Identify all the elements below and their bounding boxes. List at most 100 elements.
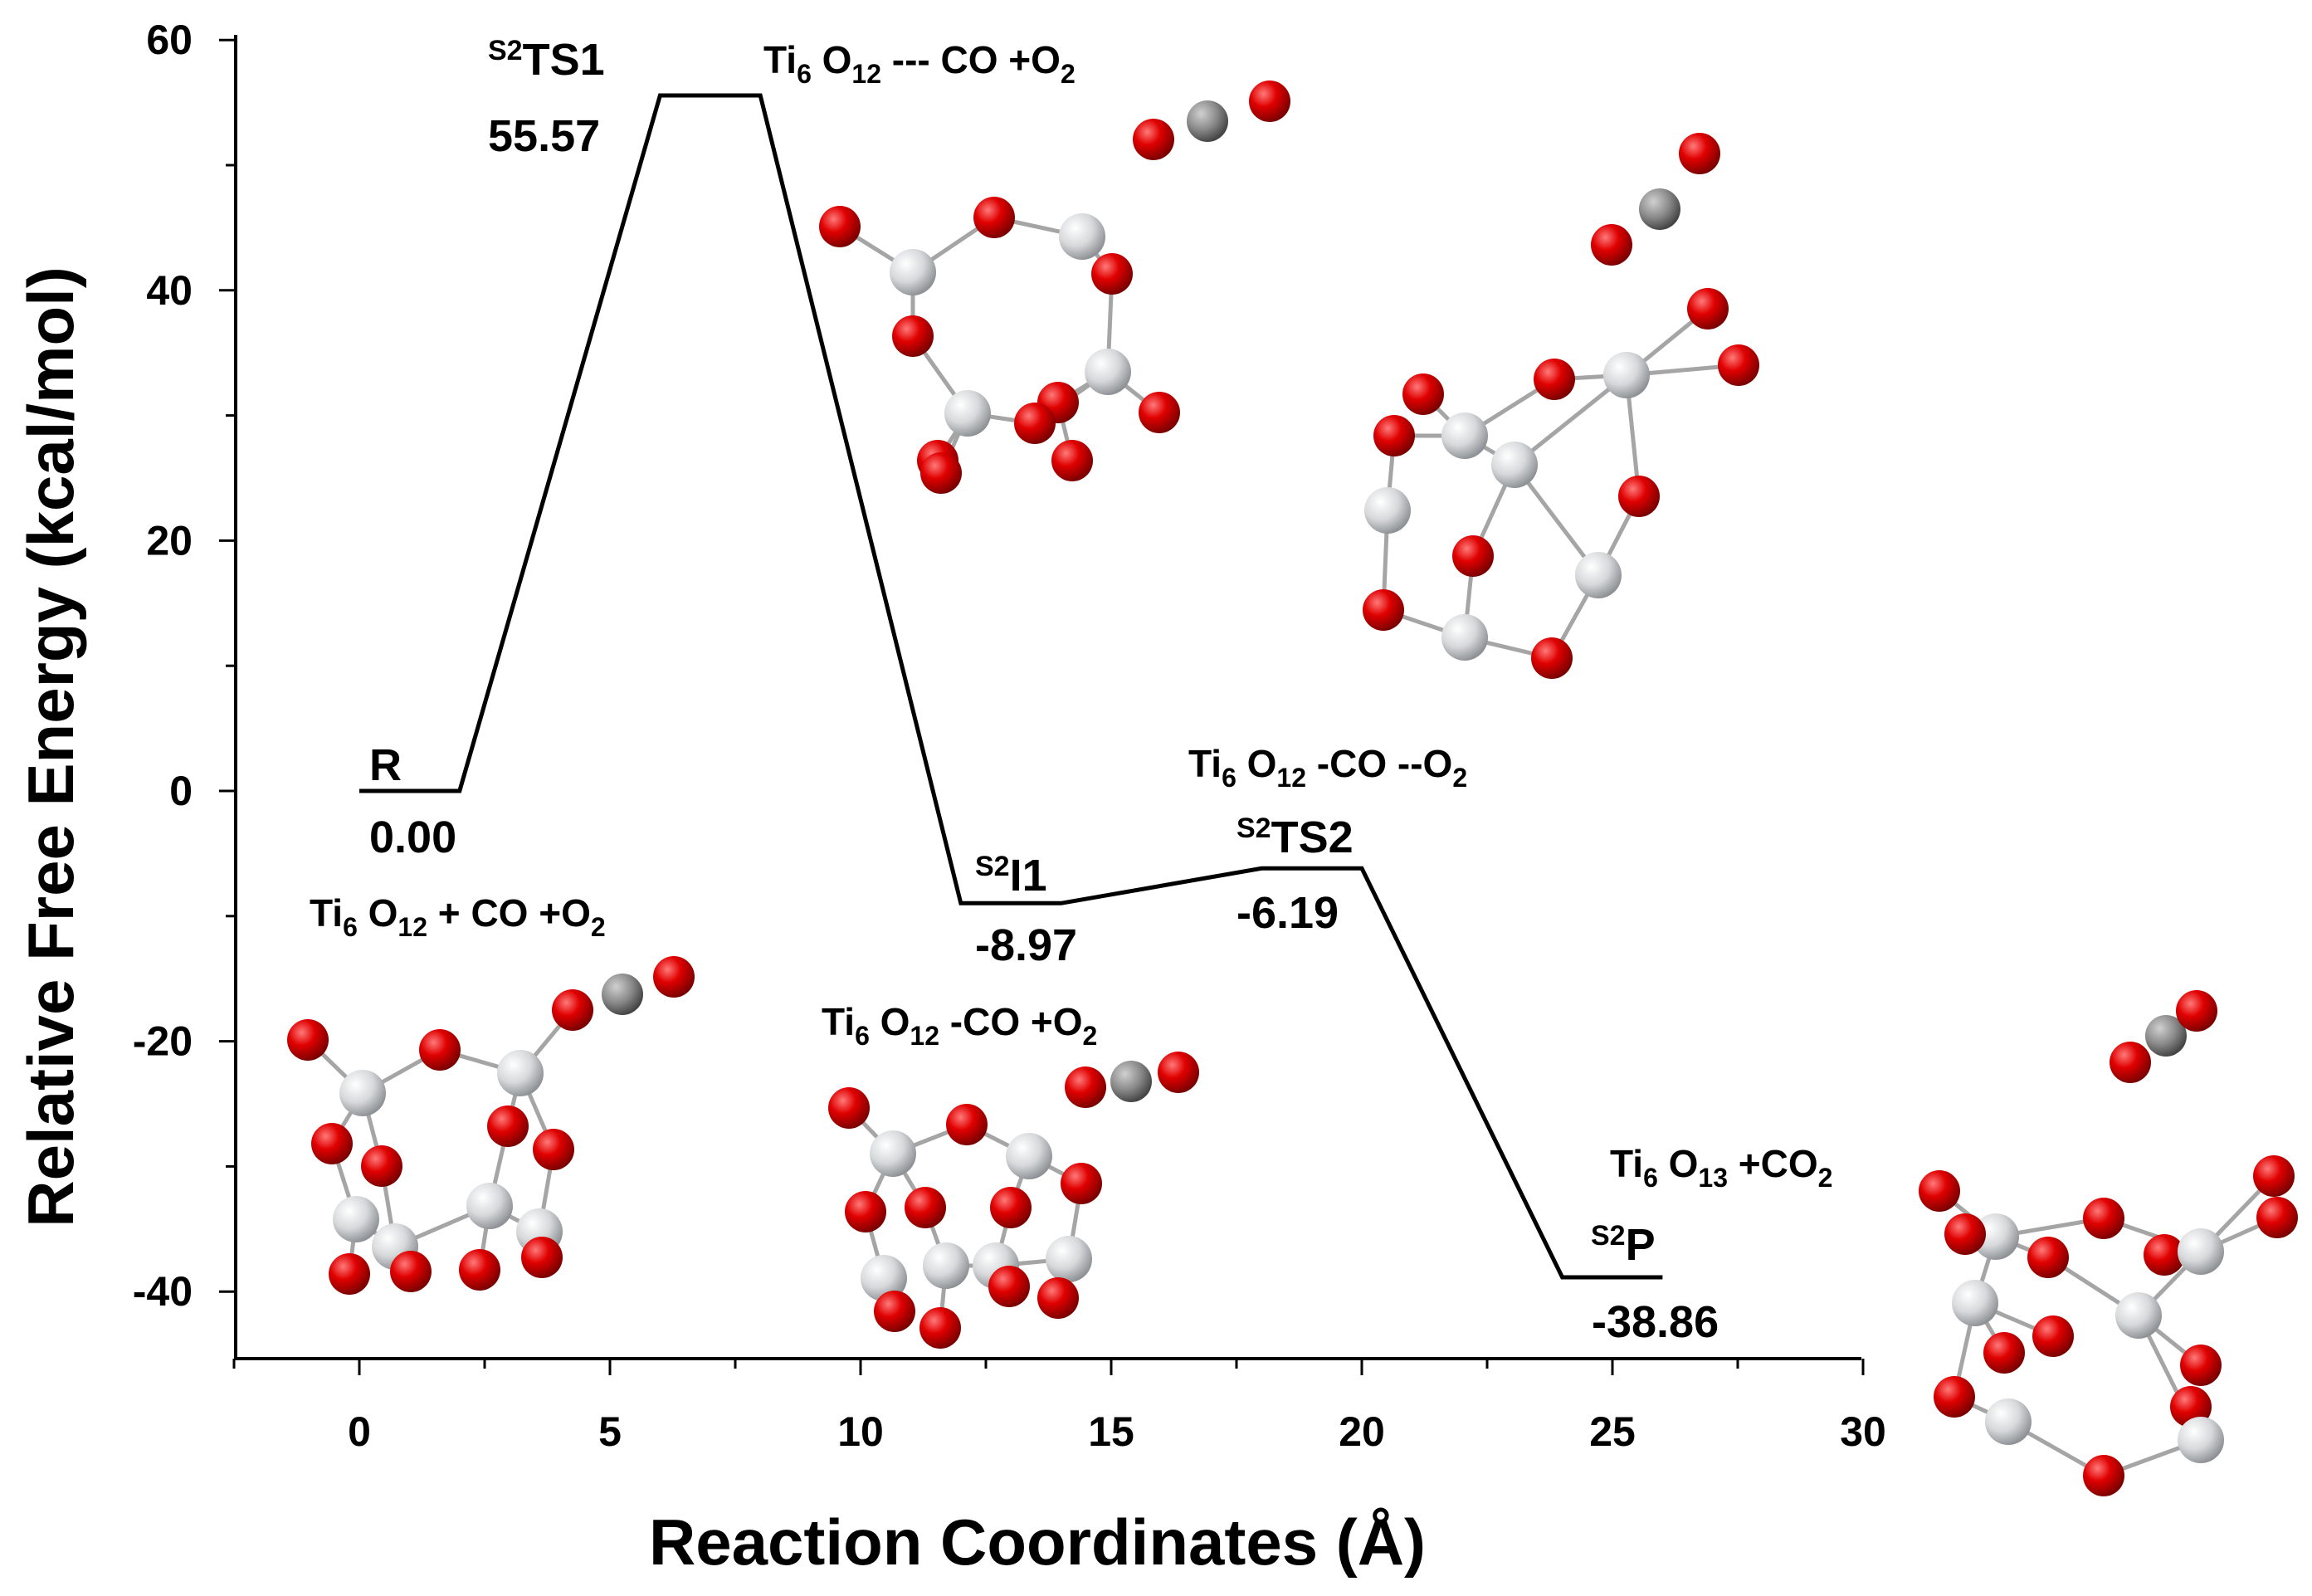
oxygen-atom	[2180, 1345, 2222, 1386]
titanium-atom	[1985, 1398, 2032, 1445]
oxygen-atom	[2176, 990, 2217, 1032]
oxygen-atom	[287, 1019, 329, 1061]
titanium-atom	[1085, 349, 1131, 395]
oxygen-atom	[1944, 1213, 1986, 1255]
titanium-atom	[1575, 552, 1622, 598]
titanium-atom	[2115, 1292, 2162, 1339]
oxygen-atom	[892, 315, 934, 357]
state-ts1-name: S2TS1	[488, 35, 605, 85]
oxygen-atom	[1591, 224, 1632, 266]
oxygen-atom	[1051, 440, 1093, 481]
oxygen-atom	[2256, 1197, 2298, 1238]
oxygen-atom	[1014, 403, 1056, 444]
carbon-atom	[1639, 188, 1680, 230]
state-ts2-energy: -6.19	[1236, 888, 1339, 938]
oxygen-atom	[920, 452, 962, 494]
oxygen-atom	[1402, 373, 1444, 415]
state-ts2-name: S2TS2	[1236, 813, 1354, 862]
oxygen-atom	[1065, 1066, 1106, 1108]
oxygen-atom	[1687, 288, 1729, 329]
titanium-atom	[497, 1050, 544, 1096]
state-i1-name: S2I1	[975, 851, 1047, 900]
oxygen-atom	[1061, 1163, 1102, 1204]
oxygen-atom	[1373, 415, 1415, 456]
oxygen-atom	[419, 1029, 461, 1071]
titanium-atom	[944, 390, 991, 437]
oxygen-atom	[1534, 359, 1575, 400]
oxygen-atom	[2027, 1237, 2069, 1278]
bond	[1513, 373, 1628, 466]
oxygen-atom	[1133, 119, 1174, 160]
titanium-atom	[466, 1183, 513, 1229]
oxygen-atom	[1452, 535, 1494, 577]
oxygen-atom	[1091, 253, 1133, 295]
state-ts1-formula: Ti6 O12 --- CO +O2	[763, 38, 1076, 89]
titanium-atom	[1441, 412, 1488, 459]
titanium-atom	[861, 1255, 907, 1301]
x-tick-label: 5	[598, 1408, 622, 1455]
carbon-atom	[2145, 1015, 2187, 1057]
state-p-formula: Ti6 O13 +CO2	[1610, 1142, 1832, 1193]
y-axis-title: Relative Free Energy (kcal/mol)	[14, 266, 87, 1227]
x-axis-title: Reaction Coordinates (Å)	[649, 1506, 1426, 1579]
oxygen-atom	[2144, 1234, 2185, 1276]
state-i1-formula: Ti6 O12 -CO +O2	[822, 1000, 1097, 1051]
oxygen-atom	[521, 1237, 563, 1278]
oxygen-atom	[1363, 589, 1404, 631]
oxygen-atom	[1983, 1332, 2025, 1374]
oxygen-atom	[973, 197, 1015, 238]
titanium-atom	[1973, 1213, 2019, 1260]
axes: 0 5 10 15 20 25 30 60 40 20 0 -20 -40	[133, 17, 1886, 1455]
oxygen-atom	[2083, 1198, 2124, 1239]
state-ts1-energy: 55.57	[488, 111, 600, 161]
titanium-atom	[870, 1130, 916, 1177]
y-tick-label: 20	[146, 517, 193, 564]
oxygen-atom	[1139, 392, 1180, 433]
titanium-atom	[1603, 352, 1650, 398]
state-i1: S2I1 -8.97 Ti6 O12 -CO +O2	[822, 851, 1097, 1051]
oxygen-atom	[1249, 81, 1290, 122]
oxygen-atom	[919, 1307, 961, 1349]
x-tick-label: 15	[1088, 1408, 1134, 1455]
y-tick-label: 60	[146, 17, 193, 63]
carbon-atom	[602, 974, 643, 1015]
oxygen-atom	[487, 1105, 529, 1147]
y-tick-label: 0	[169, 768, 193, 814]
molecule-i1	[828, 1052, 1199, 1349]
oxygen-atom	[874, 1291, 915, 1332]
y-tick-label: -40	[133, 1268, 193, 1315]
molecule-ts1	[819, 81, 1290, 494]
oxygen-atom	[1934, 1376, 1975, 1418]
oxygen-atom	[905, 1187, 946, 1228]
oxygen-atom	[459, 1249, 500, 1291]
titanium-atom	[1046, 1236, 1092, 1282]
oxygen-atom	[845, 1191, 886, 1232]
oxygen-atom	[946, 1104, 988, 1145]
oxygen-atom	[1919, 1170, 1960, 1212]
y-tick-label: 40	[146, 267, 193, 314]
titanium-atom	[1952, 1280, 1998, 1326]
state-ts1: S2TS1 55.57 Ti6 O12 --- CO +O2	[488, 35, 1076, 161]
molecule-reactant	[287, 956, 695, 1295]
carbon-atom	[1110, 1061, 1152, 1102]
state-r-formula: Ti6 O12 + CO +O2	[310, 891, 606, 942]
state-ts2: Ti6 O12 -CO --O2 S2TS2 -6.19	[1188, 742, 1467, 938]
oxygen-atom	[329, 1253, 370, 1295]
x-ticks: 0 5 10 15 20 25 30	[232, 1359, 1886, 1455]
titanium-atom	[339, 1070, 386, 1116]
oxygen-atom	[1158, 1052, 1199, 1093]
oxygen-atom	[828, 1087, 870, 1129]
oxygen-atom	[2032, 1315, 2074, 1357]
titanium-atom	[1059, 213, 1105, 260]
oxygen-atom	[2110, 1042, 2151, 1083]
x-tick-label: 20	[1339, 1408, 1385, 1455]
oxygen-atom	[2083, 1455, 2124, 1496]
y-ticks: 60 40 20 0 -20 -40	[133, 17, 236, 1315]
oxygen-atom	[1531, 637, 1573, 679]
oxygen-atom	[988, 1266, 1030, 1307]
state-r-energy: 0.00	[369, 813, 456, 862]
state-p-energy: -38.86	[1592, 1297, 1719, 1347]
oxygen-atom	[552, 989, 593, 1031]
oxygen-atom	[819, 206, 861, 247]
